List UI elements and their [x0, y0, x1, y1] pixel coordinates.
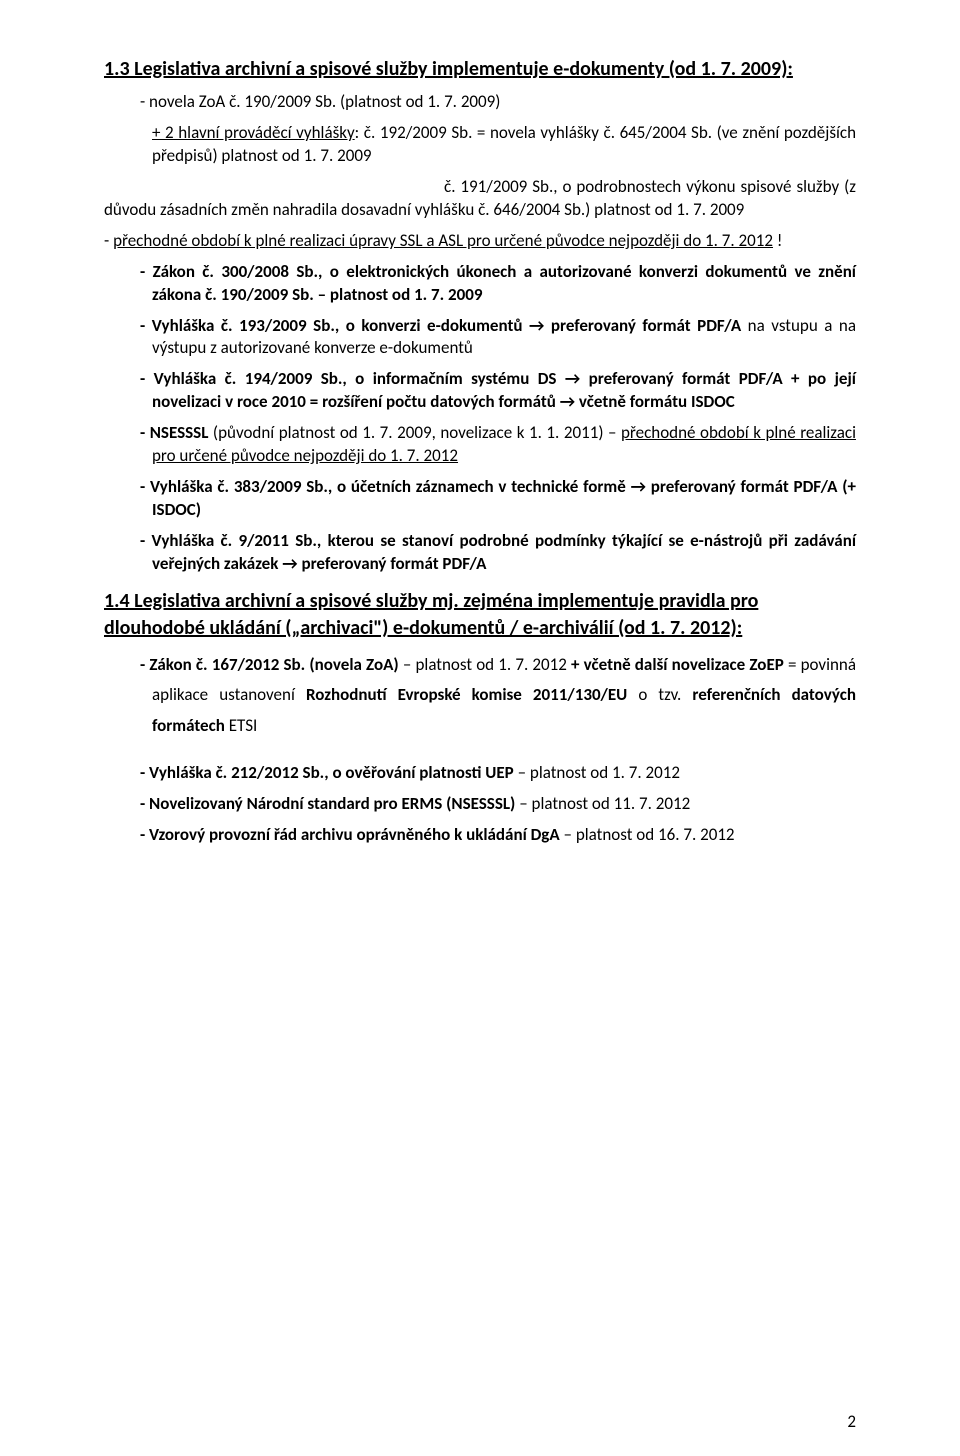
paragraph-nsesssl-novel: - Novelizovaný Národní standard pro ERMS…: [104, 793, 856, 816]
bold-span: - Zákon č. 167/2012 Sb. (novela ZoA): [140, 654, 403, 675]
paragraph-provadeci-vyhlasky: + 2 hlavní prováděcí vyhlášky: č. 192/20…: [104, 122, 856, 168]
bold-span: - Zákon č. 300/2008 Sb., o elektronickýc…: [140, 261, 856, 305]
bold-span: - Vyhláška č. 212/2012 Sb., o ověřování …: [140, 762, 514, 783]
page-number: 2: [847, 1411, 856, 1432]
bold-span: Rozhodnutí Evropské komise 2011/130/EU: [306, 684, 627, 705]
dash-span: -: [104, 230, 113, 251]
paragraph-zakon-300-2008: - Zákon č. 300/2008 Sb., o elektronickýc…: [104, 261, 856, 307]
arrow-icon: →: [631, 476, 646, 497]
paragraph-vyhlaska-193-2009: - Vyhláška č. 193/2009 Sb., o konverzi e…: [104, 315, 856, 361]
text-span: – platnost od 1. 7. 2012: [514, 762, 680, 783]
paragraph-nsesssl: - NSESSSL (původní platnost od 1. 7. 200…: [104, 422, 856, 468]
arrow-icon: →: [565, 368, 580, 389]
underline-span: + 2 hlavní prováděcí vyhlášky: [152, 122, 355, 143]
bold-span: - Vyhláška č. 194/2009 Sb., o informační…: [140, 368, 565, 389]
paragraph-zakon-167-2012: - Zákon č. 167/2012 Sb. (novela ZoA) – p…: [104, 650, 856, 742]
text-span: (původní platnost od 1. 7. 2009, noveliz…: [208, 422, 621, 443]
paragraph-vyhlaska-194-2009: - Vyhláška č. 194/2009 Sb., o informační…: [104, 368, 856, 414]
paragraph-vyhlaska-9-2011: - Vyhláška č. 9/2011 Sb., kterou se stan…: [104, 530, 856, 576]
bold-span: - Vyhláška č. 193/2009 Sb., o konverzi e…: [140, 315, 529, 336]
bold-span: - Vyhláška č. 383/2009 Sb., o účetních z…: [140, 476, 631, 497]
text-span: !: [773, 230, 782, 251]
arrow-icon: →: [529, 315, 544, 336]
bold-span: - NSESSSL: [140, 422, 208, 443]
text-span: ETSI: [225, 715, 257, 736]
bold-span: - Vyhláška č. 9/2011 Sb., kterou se stan…: [140, 530, 856, 574]
bold-span: + včetně další novelizace ZoEP: [571, 654, 784, 675]
paragraph-191-2009: č. 191/2009 Sb., o podrobnostech výkonu …: [104, 176, 856, 222]
paragraph-novela-zoa: - novela ZoA č. 190/2009 Sb. (platnost o…: [104, 91, 856, 114]
bold-span: - Novelizovaný Národní standard pro ERMS…: [140, 793, 515, 814]
arrow-icon: →: [560, 391, 575, 412]
text-span: – platnost od 11. 7. 2012: [515, 793, 690, 814]
text-span: – platnost od 16. 7. 2012: [560, 824, 735, 845]
bold-span: - Vzorový provozní řád archivu oprávněné…: [140, 824, 560, 845]
paragraph-vzorovy-rad: - Vzorový provozní řád archivu oprávněné…: [104, 824, 856, 847]
heading-1-3: 1.3 Legislativa archivní a spisové služb…: [104, 56, 856, 83]
arrow-icon: →: [282, 553, 297, 574]
paragraph-prechodne-obdobi: - přechodné období k plné realizaci úpra…: [104, 230, 856, 253]
bold-span: preferovaný formát PDF/A: [298, 553, 487, 574]
text-span: – platnost od 1. 7. 2012: [403, 654, 571, 675]
text-span: o tzv.: [627, 684, 692, 705]
underline-span: přechodné období k plné realizaci úpravy…: [113, 230, 773, 251]
bold-span: preferovaný formát PDF/A: [544, 315, 741, 336]
bold-span: včetně formátu ISDOC: [575, 391, 735, 412]
paragraph-vyhlaska-212-2012: - Vyhláška č. 212/2012 Sb., o ověřování …: [104, 762, 856, 785]
paragraph-vyhlaska-383-2009: - Vyhláška č. 383/2009 Sb., o účetních z…: [104, 476, 856, 522]
text-span: č. 191/2009 Sb., o podrobnostech výkonu …: [104, 176, 856, 220]
heading-1-4: 1.4 Legislativa archivní a spisové služb…: [104, 588, 856, 642]
document-page: 1.3 Legislativa archivní a spisové služb…: [0, 0, 960, 1456]
